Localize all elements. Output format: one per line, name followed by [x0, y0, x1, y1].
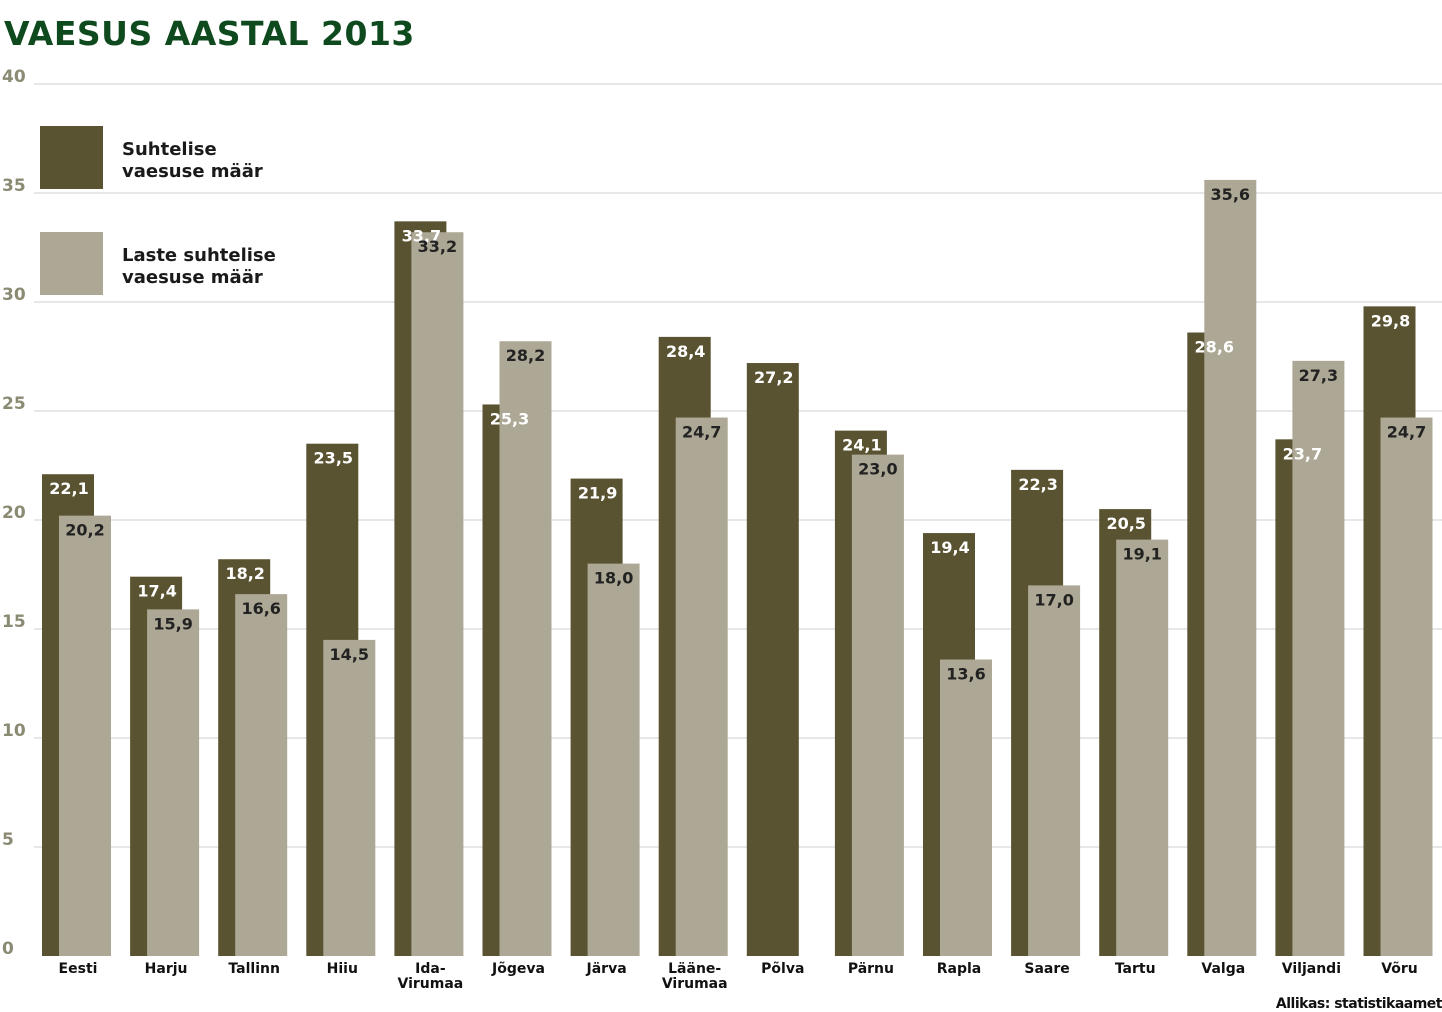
data-label-suhtelise: 23,7: [1283, 444, 1322, 463]
bar-laste: [1292, 360, 1345, 956]
data-label-suhtelise: 23,5: [314, 449, 353, 468]
data-label-suhtelise: 28,6: [1195, 338, 1234, 357]
legend-swatch: [40, 232, 103, 295]
y-tick-label: 20: [2, 503, 26, 523]
data-label-laste: 19,1: [1122, 545, 1161, 564]
data-label-laste: 16,6: [241, 599, 280, 618]
bar-laste: [1380, 417, 1433, 956]
x-tick-label: Virumaa: [398, 976, 464, 992]
data-label-suhtelise: 17,4: [137, 582, 176, 601]
y-tick-label: 30: [2, 285, 26, 305]
legend-label: vaesuse määr: [122, 267, 263, 288]
bar-laste: [1028, 585, 1081, 956]
data-label-suhtelise: 25,3: [490, 409, 529, 428]
data-label-laste: 24,7: [682, 423, 721, 442]
data-label-suhtelise: 24,1: [842, 436, 881, 455]
bar-laste: [675, 417, 728, 956]
data-label-suhtelise: 19,4: [930, 538, 969, 557]
data-label-laste: 13,6: [946, 665, 985, 684]
data-label-laste: 33,2: [418, 237, 457, 256]
y-tick-label: 25: [2, 394, 26, 414]
data-label-laste: 14,5: [330, 645, 369, 664]
legend-label: Suhtelise: [122, 139, 217, 160]
legend-label: Laste suhtelise: [122, 245, 276, 266]
bar-laste: [1116, 539, 1169, 956]
data-label-suhtelise: 22,3: [1018, 475, 1057, 494]
x-tick-label: Saare: [1024, 961, 1069, 977]
x-tick-label: Eesti: [59, 961, 98, 977]
x-tick-label: Jõgeva: [491, 961, 545, 977]
bar-suhtelise: [746, 363, 799, 956]
bar-laste: [59, 515, 111, 956]
data-label-suhtelise: 22,1: [49, 479, 88, 498]
data-label-suhtelise: 28,4: [666, 342, 705, 361]
data-label-suhtelise: 33,7: [402, 226, 441, 245]
x-tick-label: Võru: [1381, 961, 1418, 977]
source-note: Allikas: statistikaamet: [1275, 996, 1442, 1012]
chart-title: VAESUS AASTAL 2013: [4, 14, 415, 53]
y-tick-label: 0: [2, 939, 14, 959]
data-label-suhtelise: 20,5: [1106, 514, 1145, 533]
data-label-laste: 20,2: [65, 521, 104, 540]
data-label-laste: 18,0: [594, 569, 633, 588]
x-tick-label: Valga: [1201, 961, 1245, 977]
y-tick-label: 35: [2, 176, 26, 196]
x-tick-label: Ida-: [415, 961, 446, 977]
bar-laste: [411, 232, 464, 957]
bar-laste: [940, 659, 992, 956]
data-label-laste: 17,0: [1034, 590, 1073, 609]
x-tick-label: Harju: [145, 961, 188, 977]
x-tick-label: Hiiu: [327, 961, 358, 977]
data-label-laste: 28,2: [506, 346, 545, 365]
bar-laste: [323, 639, 376, 956]
x-tick-label: Virumaa: [662, 976, 728, 992]
bar-laste: [147, 609, 200, 956]
data-label-suhtelise: 21,9: [578, 484, 617, 503]
data-label-laste: 15,9: [153, 614, 192, 633]
data-label-laste: 27,3: [1299, 366, 1338, 385]
y-tick-label: 10: [2, 721, 26, 741]
data-label-suhtelise: 29,8: [1371, 311, 1410, 330]
y-tick-label: 40: [2, 67, 26, 87]
y-tick-label: 5: [2, 830, 14, 850]
data-label-suhtelise: 18,2: [225, 564, 264, 583]
data-label-laste: 23,0: [858, 460, 897, 479]
x-tick-label: Tartu: [1115, 961, 1156, 977]
legend-label: vaesuse määr: [122, 161, 263, 182]
bar-laste: [235, 594, 288, 956]
x-tick-label: Pärnu: [848, 961, 894, 977]
y-tick-label: 15: [2, 612, 26, 632]
data-label-laste: 35,6: [1211, 185, 1250, 204]
bar-laste: [499, 341, 552, 956]
x-tick-label: Tallinn: [228, 961, 280, 977]
x-tick-label: Lääne-: [668, 961, 721, 977]
data-label-suhtelise: 27,2: [754, 368, 793, 387]
x-tick-label: Rapla: [937, 961, 982, 977]
x-tick-label: Põlva: [761, 961, 804, 977]
bar-laste: [587, 563, 640, 956]
x-tick-label: Viljandi: [1282, 961, 1341, 977]
data-label-laste: 24,7: [1387, 423, 1426, 442]
bar-laste: [1204, 179, 1257, 957]
legend-swatch: [40, 126, 103, 189]
bar-laste: [851, 454, 904, 956]
x-tick-label: Järva: [586, 961, 627, 977]
